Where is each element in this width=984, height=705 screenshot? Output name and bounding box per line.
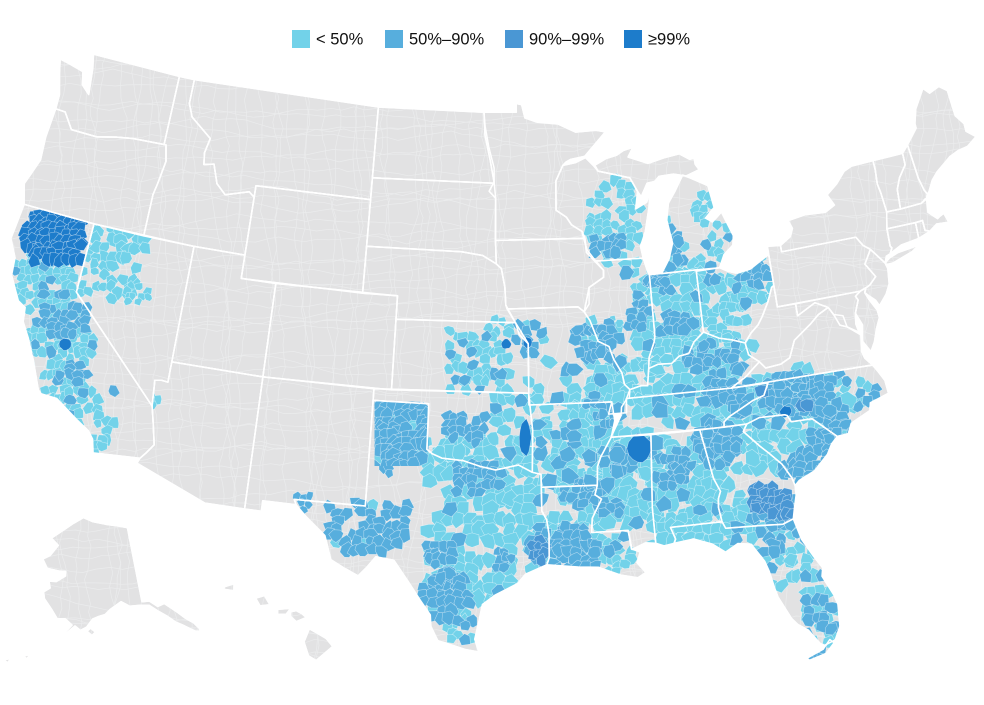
- svg-text:< 50%: < 50%: [316, 31, 364, 49]
- svg-text:≥99%: ≥99%: [648, 31, 690, 49]
- svg-text:50%–90%: 50%–90%: [409, 31, 485, 49]
- svg-text:90%–99%: 90%–99%: [529, 31, 605, 49]
